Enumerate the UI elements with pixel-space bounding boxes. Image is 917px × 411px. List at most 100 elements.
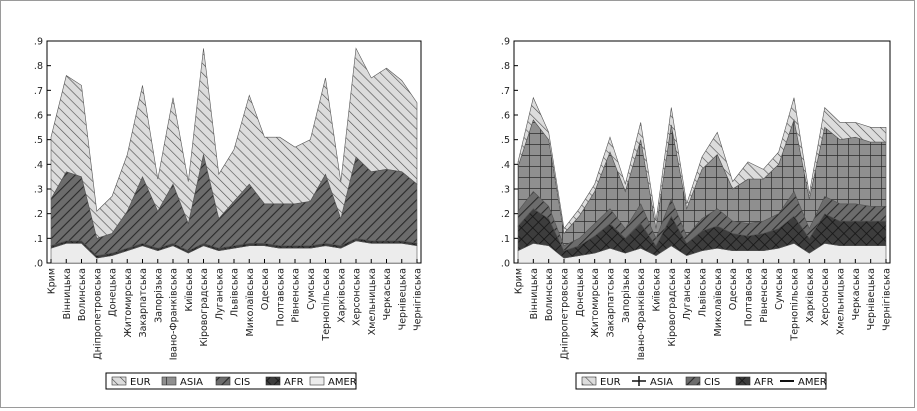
x-tick-label: Волинська [77,268,88,321]
series-layer [517,96,887,264]
x-tick-label: Вінницька [529,268,540,319]
legend-label-afr: AFR [754,377,774,388]
y-tick-label: .1 [34,234,43,245]
y-tick-label: .7 [501,86,510,97]
legend-label-afr: AFR [284,377,304,388]
x-tick-label: Донецька [575,268,586,317]
x-tick-label: Рівненська [759,268,770,323]
y-tick-label: .3 [501,185,510,196]
x-tick-label: Чернігівська [413,268,424,331]
x-tick-label: Тернопільська [790,268,801,342]
x-tick-label: Черкаська [851,268,862,320]
legend-label-amer: AMER [328,377,357,388]
x-tick-label: Сумська [306,268,317,310]
x-tick-label: Харківська [805,268,816,323]
x-tick-label: Крим [47,268,58,294]
legend: EUR ASIA CIS AFR AMER [105,372,357,390]
x-tick-label: Херсонська [352,268,363,326]
x-tick-label: Вінницька [62,268,73,319]
x-tick-label: Одеська [260,268,271,310]
x-tick-label: Житомирська [123,268,134,338]
y-tick-label: .7 [34,86,43,97]
series-layer [50,47,418,264]
y-tick-label: .2 [501,209,510,220]
x-tick-label: Дніпропетровська [560,268,571,360]
x-tick-label: Київська [184,268,195,312]
legend-label-eur: EUR [130,377,151,388]
x-tick-label: Івано-Франківська [636,268,647,360]
y-tick-label: .4 [34,160,43,171]
x-tick-label: Чернігівська [882,268,893,331]
x-tick-label: Черкаська [382,268,393,320]
x-tick-label: Волинська [544,268,555,321]
y-tick-label: .1 [501,234,510,245]
x-tick-label: Чернівецька [866,268,877,330]
x-tick-label: Миколаївська [245,268,256,336]
x-tick-label: Житомирська [590,268,601,338]
x-tick-label: Кіровоградська [199,268,210,346]
area-eur [517,96,887,235]
x-tick-label: Івано-Франківська [169,268,180,360]
x-tick-label: Чернівецька [397,268,408,330]
y-tick-label: .8 [501,61,510,72]
legend-swatch-cis [215,376,231,386]
legend-label-amer: AMER [798,377,827,388]
y-tick-label: .4 [501,160,510,171]
y-tick-label: .0 [501,259,510,270]
legend-label-cis: CIS [704,377,720,388]
x-tick-label: Запорізька [153,268,164,323]
chart-1: .0 .1 .2 .3 .4 .5 .6 .7 .8 .9 Крим Вінницька Волинсь… [34,37,424,390]
charts-layer: .0 .1 .2 .3 .4 .5 .6 .7 .8 .9 Крим Вінницька Волинсь… [34,37,893,390]
x-tick-label: Одеська [728,268,739,310]
x-tick-label: Полтавська [744,268,755,326]
x-tick-label: Хмельницька [836,268,847,335]
x-tick-label: Київська [652,268,663,312]
x-tick-label: Дніпропетровська [92,268,103,360]
y-tick-label: .9 [501,37,510,48]
legend-swatch-eur [581,376,597,386]
y-tick-label: .3 [34,185,43,196]
legend-swatch-asia [161,376,177,386]
legend-swatch-afr [265,376,281,386]
x-tick-label: Закарпатська [138,268,149,337]
x-tick-label: Харківська [336,268,347,323]
x-tick-label: Тернопільська [321,268,332,342]
y-tick-label: .5 [34,135,43,146]
x-tick-label: Полтавська [275,268,286,326]
legend-label-eur: EUR [600,377,621,388]
x-tick-label: Луганська [214,268,225,320]
legend-swatch-asia [632,376,646,386]
x-tick-label: Луганська [682,268,693,320]
y-tick-label: .2 [34,209,43,220]
legend-label-asia: ASIA [180,377,203,388]
y-tick-label: .8 [34,61,43,72]
y-tick-label: .9 [34,37,43,48]
legend-swatch-cis [685,376,701,386]
y-tick-label: .5 [501,135,510,146]
legend-label-cis: CIS [234,377,250,388]
legend-swatch-amer [309,376,325,386]
x-tick-label: Рівненська [291,268,302,323]
x-tick-label: Кіровоградська [667,268,678,346]
x-tick-label: Миколаївська [713,268,724,336]
x-tick-label: Сумська [774,268,785,310]
y-tick-label: .6 [34,111,43,122]
x-tick-label: Львівська [230,268,241,317]
x-tick-label: Крим [514,268,525,294]
legend: EUR ASIA CIS AFR AMER [575,372,827,390]
x-tick-label: Львівська [698,268,709,317]
legend-swatch-eur [111,376,127,386]
x-tick-label: Запорізька [621,268,632,323]
legend-swatch-afr [735,376,751,386]
area-eur [50,47,418,239]
y-tick-label: .0 [34,259,43,270]
y-tick-label: .6 [501,111,510,122]
x-tick-label: Донецька [108,268,119,317]
x-tick-label: Хмельницька [367,268,378,335]
legend-label-asia: ASIA [650,377,673,388]
x-tick-label: Херсонська [820,268,831,326]
x-tick-label: Закарпатська [606,268,617,337]
chart-2: .0 .1 .2 .3 .4 .5 .6 .7 .8 .9 Крим Вінницька Волинсь… [501,37,893,390]
